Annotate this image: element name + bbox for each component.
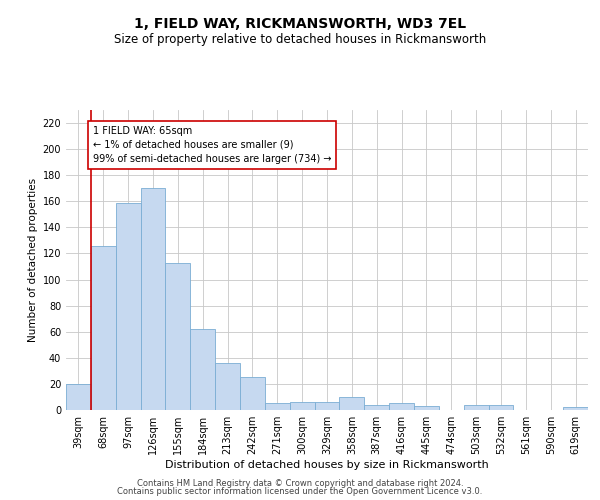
Bar	[290, 402, 314, 410]
Bar	[488, 405, 514, 410]
Text: Contains public sector information licensed under the Open Government Licence v3: Contains public sector information licen…	[118, 487, 482, 496]
Text: Contains HM Land Registry data © Crown copyright and database right 2024.: Contains HM Land Registry data © Crown c…	[137, 478, 463, 488]
Text: Size of property relative to detached houses in Rickmansworth: Size of property relative to detached ho…	[114, 32, 486, 46]
X-axis label: Distribution of detached houses by size in Rickmansworth: Distribution of detached houses by size …	[165, 460, 489, 470]
Bar	[166, 262, 190, 410]
Bar	[240, 378, 265, 410]
Bar	[414, 406, 439, 410]
Bar	[563, 408, 588, 410]
Text: 1 FIELD WAY: 65sqm
← 1% of detached houses are smaller (9)
99% of semi-detached : 1 FIELD WAY: 65sqm ← 1% of detached hous…	[93, 126, 331, 164]
Bar	[190, 329, 215, 410]
Bar	[66, 384, 91, 410]
Bar	[389, 404, 414, 410]
Bar	[215, 363, 240, 410]
Bar	[116, 202, 140, 410]
Bar	[464, 405, 488, 410]
Bar	[265, 404, 290, 410]
Bar	[364, 405, 389, 410]
Bar	[91, 246, 116, 410]
Text: 1, FIELD WAY, RICKMANSWORTH, WD3 7EL: 1, FIELD WAY, RICKMANSWORTH, WD3 7EL	[134, 18, 466, 32]
Y-axis label: Number of detached properties: Number of detached properties	[28, 178, 38, 342]
Bar	[140, 188, 166, 410]
Bar	[340, 397, 364, 410]
Bar	[314, 402, 340, 410]
